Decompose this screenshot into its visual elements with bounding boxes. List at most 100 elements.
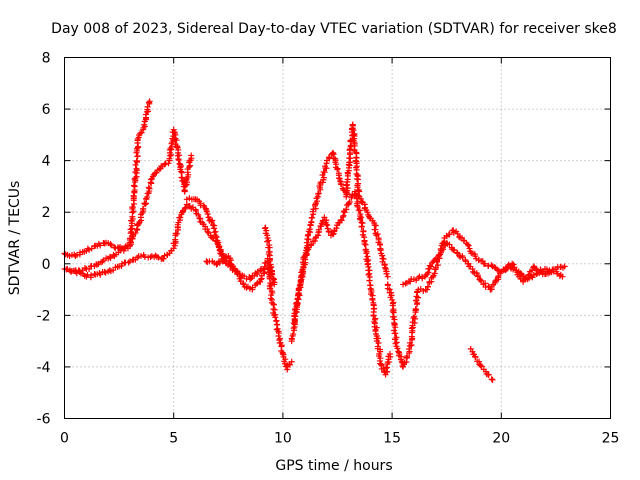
data-point [106, 253, 113, 260]
data-point [559, 273, 566, 280]
data-point [177, 214, 184, 221]
data-point [204, 228, 211, 235]
data-point [312, 201, 319, 208]
data-point [389, 296, 396, 303]
data-point [377, 247, 384, 254]
series-track-h [384, 227, 566, 370]
data-point [173, 144, 180, 151]
data-point [338, 217, 345, 224]
data-point [208, 218, 215, 225]
data-point [309, 214, 316, 221]
data-point [273, 318, 280, 325]
data-point [269, 271, 276, 278]
data-point [288, 358, 295, 365]
data-point [400, 363, 407, 370]
data-point [264, 238, 271, 245]
data-point [354, 203, 361, 210]
data-point [182, 182, 189, 189]
data-point [389, 302, 396, 309]
data-point [290, 331, 297, 338]
data-point [311, 237, 318, 244]
data-point [511, 264, 518, 271]
data-point [391, 327, 398, 334]
data-point [306, 226, 313, 233]
data-point [320, 168, 327, 175]
data-point [343, 206, 350, 213]
data-point [510, 261, 517, 268]
data-point [293, 309, 300, 316]
data-point [300, 264, 307, 271]
data-point [161, 161, 168, 168]
data-point [295, 285, 302, 292]
series-track-f [288, 121, 391, 345]
data-point [454, 230, 461, 237]
data-point [382, 264, 389, 271]
data-point [141, 253, 148, 260]
series-track-j [467, 345, 496, 383]
series-track-b [61, 98, 153, 260]
data-point [160, 255, 167, 262]
data-point [357, 216, 364, 223]
data-point [363, 250, 370, 257]
data-point [404, 353, 411, 360]
y-tick-label: -2 [37, 308, 51, 324]
data-point [446, 231, 453, 238]
data-point [108, 242, 115, 249]
data-point [195, 211, 202, 218]
data-point [97, 242, 104, 249]
data-point [477, 362, 484, 369]
data-point [561, 263, 568, 270]
data-point [279, 351, 286, 358]
data-point [411, 313, 418, 320]
x-tick-labels: 0 5 10 15 20 25 [60, 431, 619, 447]
data-point [466, 245, 473, 252]
data-point [268, 263, 275, 270]
x-tick-label: 10 [274, 431, 292, 447]
data-point [130, 182, 137, 189]
series-track-e [203, 253, 295, 373]
data-point [319, 179, 326, 186]
data-point [320, 174, 327, 181]
data-point [272, 314, 279, 321]
data-point [424, 283, 431, 290]
data-point [182, 204, 189, 211]
data-point [146, 98, 153, 105]
data-point [324, 222, 331, 229]
data-point [286, 361, 293, 368]
data-point [216, 259, 223, 266]
data-point [352, 157, 359, 164]
data-point [142, 201, 149, 208]
data-point [107, 255, 114, 262]
data-point [434, 262, 441, 269]
data-point [275, 332, 282, 339]
data-point [394, 345, 401, 352]
data-point [134, 135, 141, 142]
data-point [153, 169, 160, 176]
data-point [402, 280, 409, 287]
data-point [265, 237, 272, 244]
data-point [213, 261, 220, 268]
data-point [293, 299, 300, 306]
data-point [270, 301, 277, 308]
x-tick-label: 0 [60, 431, 69, 447]
data-point [478, 277, 485, 284]
y-tick-label: 8 [42, 51, 51, 67]
data-point [290, 325, 297, 332]
y-tick-label: 6 [42, 102, 51, 118]
data-point [94, 261, 101, 268]
data-point [130, 192, 137, 199]
data-point [412, 305, 419, 312]
data-point [359, 220, 366, 227]
data-point [175, 157, 182, 164]
data-point [427, 263, 434, 270]
data-point [489, 376, 496, 383]
x-tick-label: 20 [492, 431, 510, 447]
data-point [485, 371, 492, 378]
data-point [107, 240, 114, 247]
y-tick-label: 0 [42, 257, 51, 273]
data-point [346, 155, 353, 162]
data-point [465, 242, 472, 249]
data-point [478, 363, 485, 370]
data-point [315, 226, 322, 233]
data-point [209, 217, 216, 224]
